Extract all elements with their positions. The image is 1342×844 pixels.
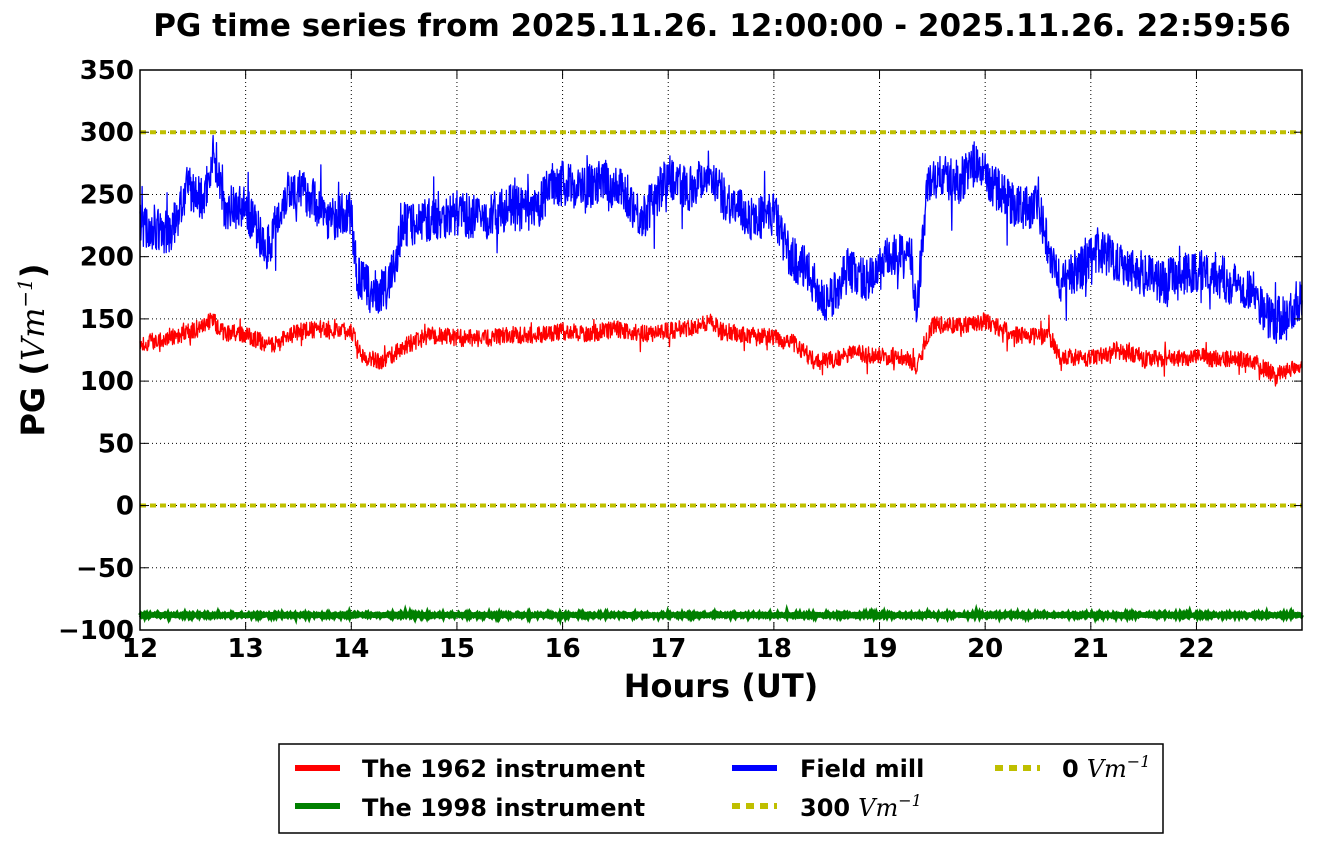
legend-label-field-mill: Field mill [800,755,924,783]
legend-label-0-exponent: −1 [1127,752,1151,771]
y-tick-label: 0 [116,492,134,522]
legend-label-1998: The 1998 instrument [362,794,645,822]
y-tick-label: 100 [80,367,134,397]
x-tick-label: 13 [228,634,264,664]
x-tick-label: 14 [333,634,369,664]
chart-title: PG time series from 2025.11.26. 12:00:00… [153,8,1291,44]
plot-area [138,130,1304,626]
legend-label-0: 0 Vm−1 [1062,752,1150,783]
y-tick-label: −50 [76,554,134,584]
y-tick-label: 150 [80,305,134,335]
legend-box [278,743,1164,834]
x-tick-label: 16 [544,634,580,664]
legend-label-300-exponent: −1 [898,791,922,810]
y-tick-label: −100 [58,616,134,646]
legend-label-300: 300 Vm−1 [800,791,922,822]
legend-label-300-unit: Vm [858,794,898,822]
x-tick-label: 21 [1073,634,1109,664]
y-tick-label: 300 [80,118,134,148]
plot-frame [139,69,1303,631]
axis-ticks: 12 13 14 15 16 17 18 19 20 21 22 −100 −50 0 50 100 150 20… [58,56,1302,664]
y-axis-label: PG (Vm−1) [13,263,52,436]
series-line-1962-instrument [139,312,1303,387]
x-tick-label: 15 [439,634,475,664]
legend-label-300-number: 300 [800,794,850,822]
y-axis-label-unit: Vm [14,308,52,361]
legend: The 1962 instrument The 1998 instrument … [278,743,1164,834]
legend-label-1962: The 1962 instrument [362,755,645,783]
y-axis-label-text: PG ( [14,361,52,436]
series-line-field-mill [139,134,1303,344]
series-line-1998-instrument [138,603,1304,626]
y-axis-label-exponent: −1 [13,278,37,307]
x-tick-label: 17 [650,634,686,664]
y-axis-label-close: ) [14,263,52,278]
y-tick-label: 200 [80,243,134,273]
y-tick-label: 350 [80,56,134,86]
legend-label-0-unit: Vm [1087,755,1127,783]
y-tick-label: 50 [98,429,134,459]
x-tick-label: 19 [861,634,897,664]
x-axis-label: Hours (UT) [624,667,819,705]
x-tick-label: 12 [122,634,158,664]
x-tick-label: 20 [967,634,1003,664]
legend-label-0-number: 0 [1062,755,1079,783]
x-tick-label: 18 [756,634,792,664]
y-tick-label: 250 [80,180,134,210]
x-tick-label: 22 [1178,634,1214,664]
